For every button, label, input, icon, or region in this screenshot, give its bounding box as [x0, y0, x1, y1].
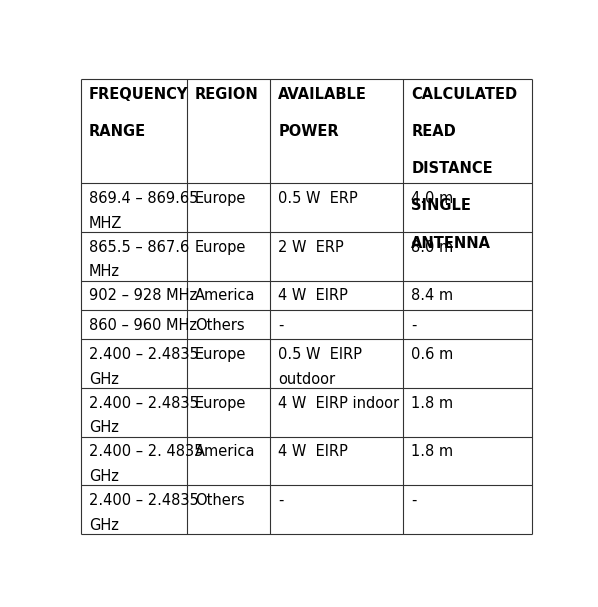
Text: 902 – 928 MHz: 902 – 928 MHz: [89, 288, 197, 304]
Text: 2.400 – 2.4835
GHz: 2.400 – 2.4835 GHz: [89, 396, 199, 435]
Text: 4.0 m: 4.0 m: [411, 191, 453, 206]
Text: 1.8 m: 1.8 m: [411, 444, 453, 459]
Text: 860 – 960 MHz: 860 – 960 MHz: [89, 317, 197, 333]
Text: CALCULATED

READ

DISTANCE

SINGLE

ANTENNA: CALCULATED READ DISTANCE SINGLE ANTENNA: [411, 87, 517, 251]
Text: America: America: [195, 444, 255, 459]
Text: 8.0 m: 8.0 m: [411, 240, 453, 255]
Text: 4 W  EIRP: 4 W EIRP: [278, 288, 348, 304]
Text: -: -: [411, 317, 417, 333]
Text: REGION: REGION: [195, 87, 258, 102]
Text: 2.400 – 2. 4835
GHz: 2.400 – 2. 4835 GHz: [89, 444, 203, 484]
Text: Europe: Europe: [195, 347, 246, 362]
Text: Europe: Europe: [195, 396, 246, 411]
Text: 8.4 m: 8.4 m: [411, 288, 453, 304]
Text: America: America: [195, 288, 255, 304]
Text: 2.400 – 2.4835
GHz: 2.400 – 2.4835 GHz: [89, 493, 199, 533]
Text: -: -: [278, 317, 283, 333]
Text: 4 W  EIRP indoor: 4 W EIRP indoor: [278, 396, 399, 411]
Text: FREQUENCY

RANGE: FREQUENCY RANGE: [89, 87, 188, 139]
Text: 0.5 W  ERP: 0.5 W ERP: [278, 191, 358, 206]
Text: Others: Others: [195, 493, 245, 508]
Text: 4 W  EIRP: 4 W EIRP: [278, 444, 348, 459]
Text: Others: Others: [195, 317, 245, 333]
Text: 865.5 – 867.6
MHz: 865.5 – 867.6 MHz: [89, 240, 189, 279]
Text: -: -: [411, 493, 417, 508]
Text: Europe: Europe: [195, 191, 246, 206]
Text: 1.8 m: 1.8 m: [411, 396, 453, 411]
Text: 0.5 W  EIRP
outdoor: 0.5 W EIRP outdoor: [278, 347, 362, 387]
Text: 2 W  ERP: 2 W ERP: [278, 240, 344, 255]
Text: 869.4 – 869.65
MHZ: 869.4 – 869.65 MHZ: [89, 191, 198, 231]
Text: 0.6 m: 0.6 m: [411, 347, 453, 362]
Text: Europe: Europe: [195, 240, 246, 255]
Text: AVAILABLE

POWER: AVAILABLE POWER: [278, 87, 367, 139]
Text: 2.400 – 2.4835
GHz: 2.400 – 2.4835 GHz: [89, 347, 199, 387]
Text: -: -: [278, 493, 283, 508]
